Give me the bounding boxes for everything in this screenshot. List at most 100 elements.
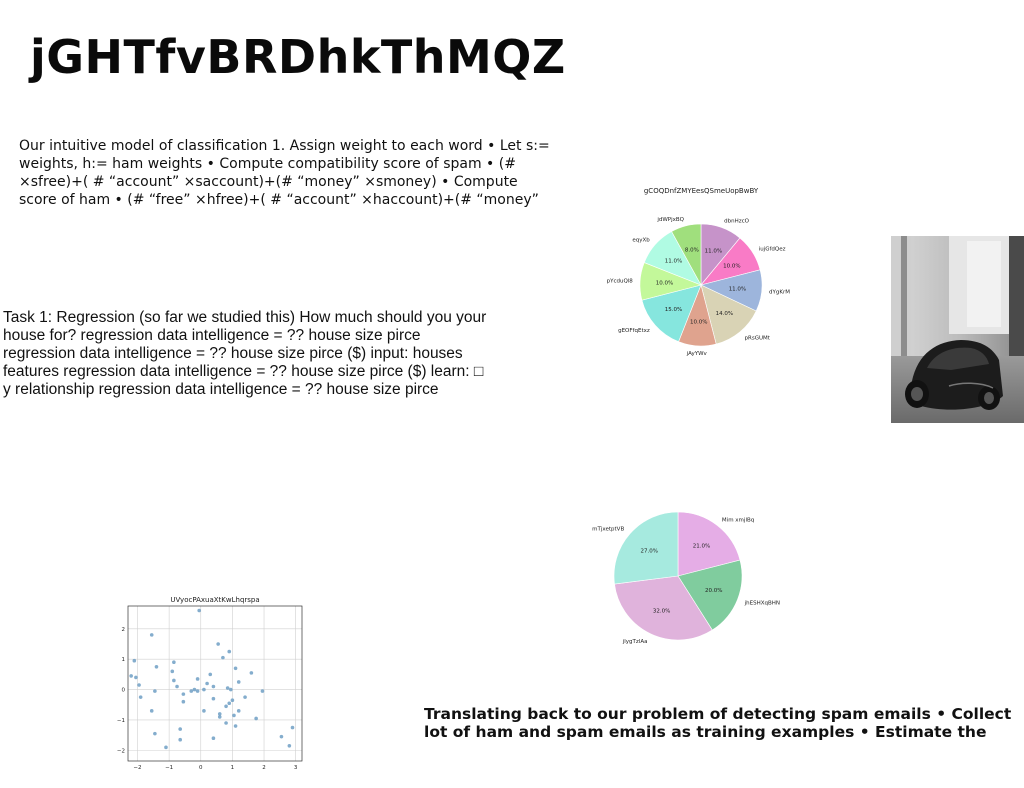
scatter-point [202,709,206,713]
scatter-point [202,687,206,692]
pie1-category-label-jayywv: jAyYWv [686,351,708,357]
spam-detection-paragraph: Translating back to our problem of detec… [424,705,1012,741]
scatter-ytick-label: 1 [122,657,126,663]
scatter-point [178,727,182,731]
scatter-point [164,745,168,750]
scatter-point [137,683,141,687]
regression-task-paragraph: Task 1: Regression (so far we studied th… [3,309,487,398]
sports-car-photo [891,236,1024,423]
scatter-point [170,669,175,674]
scatter-point [233,724,238,728]
pie2-category-label-mim-xmjlbq: Mim xmjlBq [722,517,754,523]
scatter-point [178,737,182,742]
pie1-category-label-dbnhzco: dbnHzcO [724,219,750,225]
scatter-point [129,674,133,678]
pie2-category-label-jlygtzlaa: jlygTzlAa [622,639,648,645]
pie1-slice-prsgumt [700,284,757,345]
scatter-point [175,684,179,689]
pie1-pct-label-prsgumt: 14.0% [716,311,733,317]
pie2-slice-mtjxetptvb [613,511,679,585]
pie1-labels: 11.0% dbnHzcO 10.0% iujGfdQez 11.0% dYgKrM 14.… [607,217,791,357]
scatter-ytick-label: −1 [117,718,125,724]
scatter-point [189,689,194,693]
scatter-point [154,664,159,669]
scatter-point [225,686,230,690]
pie2-pct-label-mtjxetptvb: 27.0% [640,549,657,555]
scatter-ytick-label: −2 [117,748,125,754]
scatter-point [221,655,225,660]
scatter-point [254,716,258,721]
pie1-pct-label-dbnhzco: 11.0% [705,248,722,254]
scatter-point [243,695,247,699]
scatter-point [230,698,235,703]
pie1-category-label-dygkrm: dYgKrM [769,289,790,295]
scatter-xtick-label: 1 [231,765,235,771]
scatter-xtick-label: 2 [262,765,266,771]
scatter-point [208,672,213,677]
pie1-pct-label-eqyxb: 11.0% [665,259,682,265]
scatter-point [172,660,176,665]
scatter-point [153,731,157,736]
scatter-point [287,744,292,748]
scatter-plot: UVyocPAxuaXtKwLhqrspa −2 −1 0 1 2 3 −2 −1 0 1 2 [110,592,315,782]
scatter-xtick-label: −2 [133,765,141,771]
pie-chart-category-share: 21.0% Mim xmjlBq 20.0% jhESHXqBHN 32.0% jlygT… [580,492,810,667]
scatter-point [233,666,238,671]
scatter-point [249,671,254,675]
scatter-point [260,689,265,693]
scatter-point [216,642,220,646]
pie1-category-label-pycduql8: pYcduQl8 [607,279,634,285]
scatter-xtick-label: 3 [294,765,298,771]
pie2-category-label-jheshxqbhn: jhESHXqBHN [744,600,780,606]
scatter-point [224,721,228,725]
pie2-category-label-mtjxetptvb: mTjxetptVB [592,527,624,533]
scatter-point [205,681,209,686]
pie-chart-word-distribution: gCOQDnfZMYEesQSmeUopBwBY 11.0% dbnHzcO 10.… [595,184,795,379]
pie2-pct-label-mim-xmjlbq: 21.0% [693,544,710,550]
pie2-slice-jlygtzlaa [614,575,713,641]
pie2-slice-jheshxqbhn [677,559,743,631]
scatter-point [195,689,200,693]
scatter-point [211,696,216,701]
classification-model-paragraph: Our intuitive model of classification 1.… [19,138,550,208]
scatter-point [236,709,241,713]
scatter-ytick-label: 2 [122,627,126,633]
scatter-point [217,712,222,716]
scatter-point [181,699,186,704]
scatter-xtick-label: 0 [199,765,203,771]
pie1-category-label-iujgfdqez: iujGfdQez [759,246,786,252]
scatter-point [192,687,197,692]
pie1-category-label-jdwpjxbq: jdWPjxBQ [656,217,684,223]
pie1-pct-label-iujgfdqez: 10.0% [723,263,740,269]
pie2-slices [613,511,743,641]
pie1-title: gCOQDnfZMYEesQSmeUopBwBY [644,187,759,195]
page-title: jGHTfvBRDhkThMQZ [30,30,566,84]
scatter-points [129,608,295,750]
pie1-pct-label-jdwpjxbq: 8.0% [685,247,699,253]
scatter-point [227,649,232,654]
pie1-slice-jdwpjxbq [671,223,702,286]
scatter-point [290,725,295,730]
scatter-point [138,695,143,699]
scatter-point [149,709,154,713]
pie2-slice-mim-xmjlbq [677,511,741,577]
pie1-slice-geoffqetxz [641,284,702,343]
scatter-point [197,608,201,613]
pie1-pct-label-geoffqetxz: 15.0% [665,307,682,313]
scatter-point [181,692,186,696]
pie2-labels: 21.0% Mim xmjlBq 20.0% jhESHXqBHN 32.0% jlygT… [592,517,780,644]
pie2-pct-label-jheshxqbhn: 20.0% [705,588,722,594]
scatter-title: UVyocPAxuaXtKwLhqrspa [170,596,259,604]
pie1-category-label-eqyxb: eqyXb [632,238,650,244]
scatter-point [227,701,232,706]
scatter-xtick-label: −1 [165,765,173,771]
scatter-point [224,704,228,709]
scatter-point [149,633,154,637]
scatter-point [279,734,284,739]
pie1-pct-label-dygkrm: 11.0% [729,286,746,292]
pie1-slices [639,223,763,347]
scatter-point [211,684,216,689]
scatter-plot-frame [127,605,303,762]
pie1-category-label-prsgumt: pRsGUMt [745,336,771,342]
scatter-ytick-label: 0 [122,688,126,694]
